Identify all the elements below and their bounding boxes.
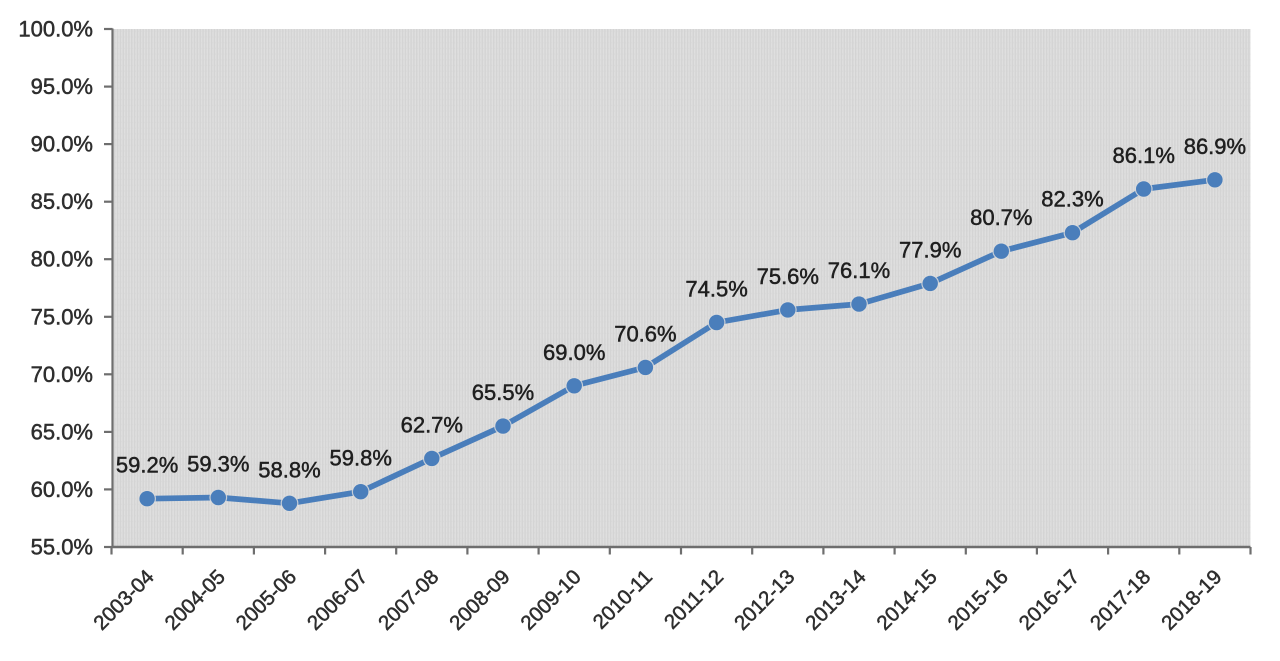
svg-text:59.2%: 59.2%: [116, 453, 178, 478]
svg-text:82.3%: 82.3%: [1041, 187, 1103, 212]
svg-text:55.0%: 55.0%: [31, 535, 93, 560]
svg-text:70.0%: 70.0%: [31, 362, 93, 387]
svg-text:77.9%: 77.9%: [899, 237, 961, 262]
svg-text:80.7%: 80.7%: [970, 205, 1032, 230]
svg-text:59.8%: 59.8%: [330, 446, 392, 471]
svg-text:69.0%: 69.0%: [543, 340, 605, 365]
svg-text:74.5%: 74.5%: [685, 277, 747, 302]
svg-text:85.0%: 85.0%: [31, 189, 93, 214]
svg-text:76.1%: 76.1%: [828, 258, 890, 283]
svg-text:75.0%: 75.0%: [31, 304, 93, 329]
svg-text:62.7%: 62.7%: [401, 412, 463, 437]
svg-text:75.6%: 75.6%: [757, 264, 819, 289]
svg-text:70.6%: 70.6%: [614, 321, 676, 346]
svg-text:86.1%: 86.1%: [1113, 143, 1175, 168]
svg-text:100.0%: 100.0%: [18, 17, 93, 42]
svg-text:58.8%: 58.8%: [258, 457, 320, 482]
svg-text:86.9%: 86.9%: [1184, 134, 1246, 159]
svg-text:65.5%: 65.5%: [472, 380, 534, 405]
svg-text:60.0%: 60.0%: [31, 477, 93, 502]
svg-text:95.0%: 95.0%: [31, 74, 93, 99]
svg-text:90.0%: 90.0%: [31, 132, 93, 157]
svg-text:80.0%: 80.0%: [31, 247, 93, 272]
svg-text:59.3%: 59.3%: [187, 452, 249, 477]
svg-text:65.0%: 65.0%: [31, 419, 93, 444]
